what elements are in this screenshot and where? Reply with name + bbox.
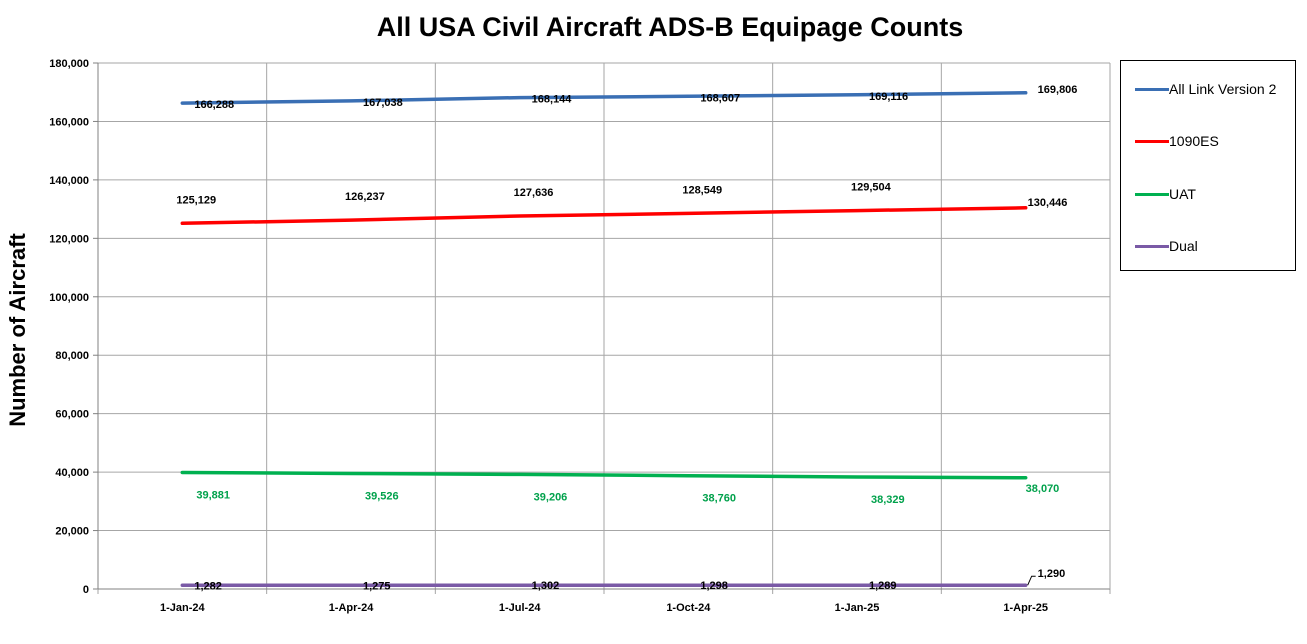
legend-item-all-link-v2: All Link Version 2 bbox=[1135, 79, 1276, 99]
legend-label: 1090ES bbox=[1169, 133, 1219, 149]
data-label: 167,038 bbox=[363, 97, 403, 109]
legend-label: All Link Version 2 bbox=[1169, 81, 1277, 97]
legend-label: Dual bbox=[1169, 238, 1198, 254]
legend: All Link Version 2 1090ES UAT Dual bbox=[1120, 60, 1296, 271]
data-label: 38,760 bbox=[702, 493, 736, 505]
data-label: 1,289 bbox=[869, 580, 897, 592]
x-tick-label: 1-Jul-24 bbox=[499, 602, 541, 614]
legend-swatch bbox=[1135, 244, 1169, 248]
data-label: 1,302 bbox=[532, 580, 560, 592]
data-label: 38,329 bbox=[871, 494, 905, 506]
y-tick-label: 100,000 bbox=[49, 292, 89, 304]
data-label: 125,129 bbox=[176, 194, 216, 206]
y-tick-label: 160,000 bbox=[49, 116, 89, 128]
y-tick-label: 140,000 bbox=[49, 175, 89, 187]
legend-item-dual: Dual bbox=[1135, 236, 1198, 256]
data-label: 1,298 bbox=[700, 580, 728, 592]
y-tick-label: 180,000 bbox=[49, 58, 89, 70]
legend-swatch bbox=[1135, 192, 1169, 196]
data-label-leader bbox=[1027, 575, 1036, 586]
x-tick-label: 1-Oct-24 bbox=[666, 602, 711, 614]
data-label: 1,290 bbox=[1038, 568, 1066, 580]
data-label: 168,144 bbox=[532, 94, 573, 106]
x-tick-label: 1-Jan-25 bbox=[835, 602, 880, 614]
legend-swatch bbox=[1135, 139, 1169, 143]
data-label: 128,549 bbox=[682, 184, 722, 196]
data-label: 1,275 bbox=[363, 580, 391, 592]
y-tick-label: 60,000 bbox=[55, 409, 89, 421]
x-tick-label: 1-Apr-24 bbox=[329, 602, 375, 614]
x-tick-label: 1-Jan-24 bbox=[160, 602, 206, 614]
data-label: 39,881 bbox=[196, 489, 230, 501]
data-label: 1,282 bbox=[194, 580, 222, 592]
legend-item-uat: UAT bbox=[1135, 184, 1196, 204]
y-tick-label: 80,000 bbox=[55, 350, 89, 362]
data-label: 39,526 bbox=[365, 490, 399, 502]
y-tick-label: 0 bbox=[83, 584, 89, 596]
series-line-1090es bbox=[180, 206, 1028, 226]
data-label: 38,070 bbox=[1026, 483, 1060, 495]
data-label: 168,607 bbox=[700, 92, 740, 104]
legend-label: UAT bbox=[1169, 186, 1196, 202]
series-line-uat bbox=[180, 470, 1028, 480]
data-label: 169,116 bbox=[869, 91, 908, 103]
y-tick-label: 120,000 bbox=[49, 233, 89, 245]
data-label: 169,806 bbox=[1038, 84, 1078, 96]
data-label: 127,636 bbox=[514, 187, 554, 199]
y-tick-label: 20,000 bbox=[55, 526, 89, 538]
data-label: 166,288 bbox=[194, 99, 234, 111]
data-label: 39,206 bbox=[534, 491, 568, 503]
legend-item-1090es: 1090ES bbox=[1135, 131, 1219, 151]
data-label: 126,237 bbox=[345, 191, 385, 203]
chart-title: All USA Civil Aircraft ADS-B Equipage Co… bbox=[376, 12, 964, 42]
series-line-all-link-version-2 bbox=[180, 91, 1028, 105]
data-label: 130,446 bbox=[1028, 197, 1068, 209]
data-label: 129,504 bbox=[851, 182, 892, 194]
legend-swatch bbox=[1135, 87, 1169, 91]
y-tick-label: 40,000 bbox=[55, 467, 89, 479]
x-tick-label: 1-Apr-25 bbox=[1003, 602, 1048, 614]
